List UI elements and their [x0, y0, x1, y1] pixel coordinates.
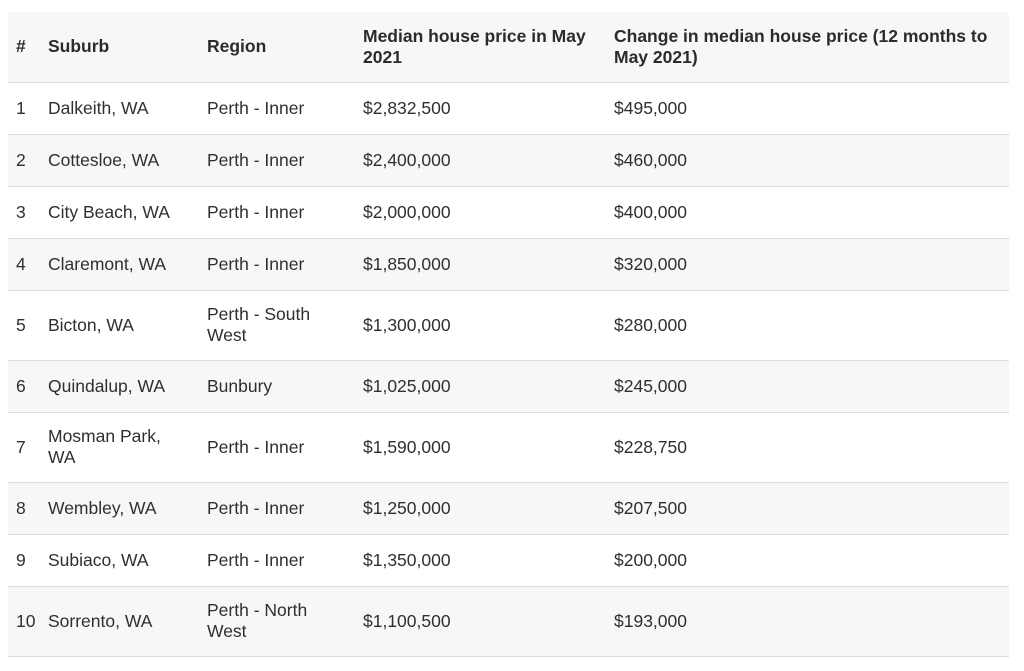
cell-price-change: $228,750 [606, 412, 1009, 483]
cell-rank: 9 [8, 534, 40, 587]
cell-suburb: Cottesloe, WA [40, 134, 199, 187]
cell-region: Perth - Inner [199, 482, 355, 535]
table-row: 3 City Beach, WA Perth - Inner $2,000,00… [8, 186, 1009, 239]
cell-suburb: Sorrento, WA [40, 586, 199, 657]
cell-median-price: $2,832,500 [355, 82, 606, 135]
cell-median-price: $2,000,000 [355, 186, 606, 239]
cell-median-price: $1,300,000 [355, 290, 606, 361]
cell-rank: 10 [8, 586, 40, 657]
cell-suburb: Bicton, WA [40, 290, 199, 361]
cell-median-price: $1,100,500 [355, 586, 606, 657]
cell-median-price: $1,590,000 [355, 412, 606, 483]
cell-median-price: $1,025,000 [355, 360, 606, 413]
cell-rank: 1 [8, 82, 40, 135]
cell-rank: 5 [8, 290, 40, 361]
cell-price-change: $207,500 [606, 482, 1009, 535]
cell-price-change: $400,000 [606, 186, 1009, 239]
cell-price-change: $280,000 [606, 290, 1009, 361]
cell-suburb: Dalkeith, WA [40, 82, 199, 135]
cell-region: Perth - Inner [199, 238, 355, 291]
cell-region: Perth - Inner [199, 82, 355, 135]
cell-region: Perth - Inner [199, 134, 355, 187]
cell-rank: 6 [8, 360, 40, 413]
cell-price-change: $193,000 [606, 586, 1009, 657]
cell-suburb: Subiaco, WA [40, 534, 199, 587]
cell-median-price: $1,250,000 [355, 482, 606, 535]
cell-region: Perth - Inner [199, 186, 355, 239]
cell-region: Bunbury [199, 360, 355, 413]
table-row: 7 Mosman Park, WA Perth - Inner $1,590,0… [8, 412, 1009, 483]
header-price-change: Change in median house price (12 months … [606, 12, 1009, 83]
cell-region: Perth - South West [199, 290, 355, 361]
cell-region: Perth - North West [199, 586, 355, 657]
cell-rank: 2 [8, 134, 40, 187]
cell-region: Perth - Inner [199, 412, 355, 483]
cell-price-change: $460,000 [606, 134, 1009, 187]
cell-rank: 7 [8, 412, 40, 483]
price-table-container: # Suburb Region Median house price in Ma… [8, 12, 1009, 657]
cell-rank: 3 [8, 186, 40, 239]
cell-suburb: Claremont, WA [40, 238, 199, 291]
table-row: 2 Cottesloe, WA Perth - Inner $2,400,000… [8, 134, 1009, 187]
table-header: # Suburb Region Median house price in Ma… [8, 12, 1009, 83]
header-rank: # [8, 12, 40, 83]
cell-region: Perth - Inner [199, 534, 355, 587]
header-row: # Suburb Region Median house price in Ma… [8, 12, 1009, 83]
table-row: 8 Wembley, WA Perth - Inner $1,250,000 $… [8, 482, 1009, 535]
cell-price-change: $200,000 [606, 534, 1009, 587]
cell-suburb: Mosman Park, WA [40, 412, 199, 483]
cell-rank: 4 [8, 238, 40, 291]
header-suburb: Suburb [40, 12, 199, 83]
cell-suburb: City Beach, WA [40, 186, 199, 239]
cell-suburb: Quindalup, WA [40, 360, 199, 413]
table-row: 4 Claremont, WA Perth - Inner $1,850,000… [8, 238, 1009, 291]
header-median-price: Median house price in May 2021 [355, 12, 606, 83]
cell-median-price: $1,850,000 [355, 238, 606, 291]
table-row: 1 Dalkeith, WA Perth - Inner $2,832,500 … [8, 82, 1009, 135]
table-row: 5 Bicton, WA Perth - South West $1,300,0… [8, 290, 1009, 361]
table-body: 1 Dalkeith, WA Perth - Inner $2,832,500 … [8, 82, 1009, 657]
suburb-price-table: # Suburb Region Median house price in Ma… [8, 12, 1009, 657]
cell-median-price: $1,350,000 [355, 534, 606, 587]
table-row: 10 Sorrento, WA Perth - North West $1,10… [8, 586, 1009, 657]
cell-rank: 8 [8, 482, 40, 535]
table-row: 6 Quindalup, WA Bunbury $1,025,000 $245,… [8, 360, 1009, 413]
cell-price-change: $320,000 [606, 238, 1009, 291]
header-region: Region [199, 12, 355, 83]
cell-price-change: $245,000 [606, 360, 1009, 413]
cell-price-change: $495,000 [606, 82, 1009, 135]
cell-median-price: $2,400,000 [355, 134, 606, 187]
cell-suburb: Wembley, WA [40, 482, 199, 535]
table-row: 9 Subiaco, WA Perth - Inner $1,350,000 $… [8, 534, 1009, 587]
